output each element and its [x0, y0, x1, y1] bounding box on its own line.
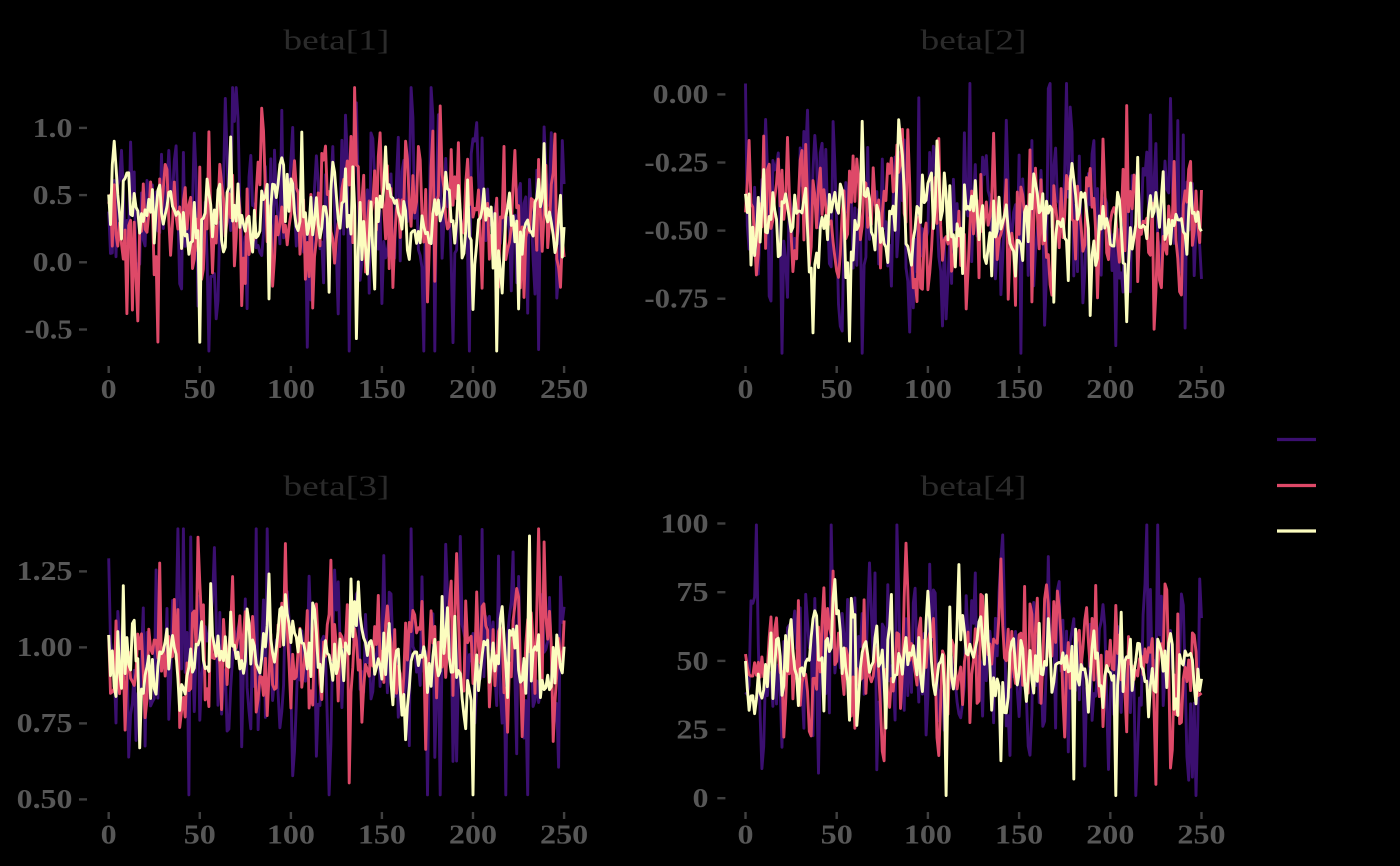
svg-text:150: 150	[358, 820, 406, 850]
svg-text:-0.5: -0.5	[25, 314, 73, 344]
svg-text:250: 250	[1177, 820, 1225, 850]
svg-text:-0.75: -0.75	[644, 284, 708, 314]
svg-text:beta[1]: beta[1]	[283, 25, 389, 57]
svg-text:0.0: 0.0	[33, 247, 73, 277]
svg-text:100: 100	[904, 374, 952, 404]
svg-text:1.25: 1.25	[17, 556, 73, 586]
svg-text:beta[3]: beta[3]	[283, 471, 389, 503]
svg-text:200: 200	[1086, 374, 1134, 404]
svg-text:1.0: 1.0	[33, 113, 73, 143]
svg-text:1.00: 1.00	[17, 632, 73, 662]
svg-text:150: 150	[995, 820, 1043, 850]
svg-text:50: 50	[821, 374, 853, 404]
svg-text:250: 250	[1177, 374, 1225, 404]
svg-text:100: 100	[904, 820, 952, 850]
svg-text:0: 0	[101, 820, 117, 850]
svg-text:0.75: 0.75	[17, 708, 73, 738]
svg-text:beta[4]: beta[4]	[921, 471, 1027, 503]
svg-text:150: 150	[358, 374, 406, 404]
svg-text:50: 50	[676, 646, 708, 676]
svg-text:200: 200	[449, 820, 497, 850]
svg-text:-0.50: -0.50	[644, 215, 708, 245]
svg-text:50: 50	[184, 374, 216, 404]
svg-text:100: 100	[660, 508, 708, 538]
svg-text:150: 150	[995, 374, 1043, 404]
svg-text:100: 100	[267, 820, 315, 850]
svg-text:250: 250	[540, 374, 588, 404]
svg-text:0.5: 0.5	[33, 180, 73, 210]
svg-text:200: 200	[449, 374, 497, 404]
svg-text:0: 0	[693, 783, 709, 813]
svg-text:200: 200	[1086, 820, 1134, 850]
svg-text:100: 100	[267, 374, 315, 404]
svg-text:50: 50	[821, 820, 853, 850]
svg-text:250: 250	[540, 820, 588, 850]
svg-text:beta[2]: beta[2]	[921, 25, 1027, 57]
svg-text:0.00: 0.00	[653, 79, 709, 109]
svg-text:75: 75	[676, 577, 708, 607]
svg-text:0: 0	[738, 374, 754, 404]
svg-text:0: 0	[738, 820, 754, 850]
svg-text:-0.25: -0.25	[644, 147, 708, 177]
svg-text:0: 0	[101, 374, 117, 404]
svg-text:50: 50	[184, 820, 216, 850]
svg-text:25: 25	[676, 715, 708, 745]
svg-text:0.50: 0.50	[17, 784, 73, 814]
